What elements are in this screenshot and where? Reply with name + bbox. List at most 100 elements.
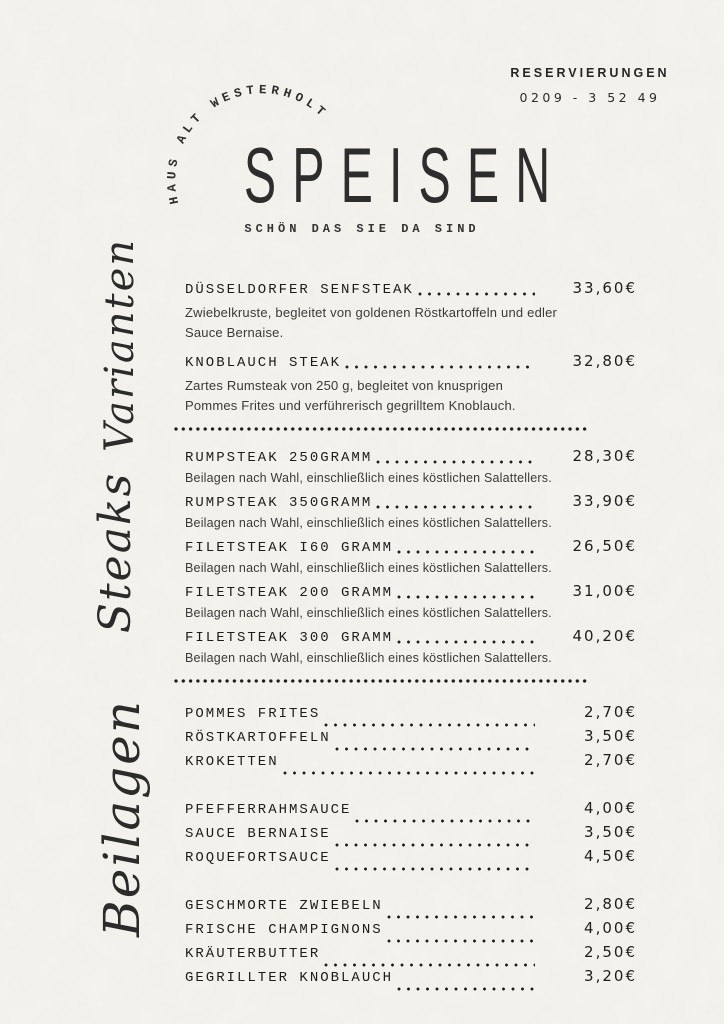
item-price: 4,00€	[584, 799, 637, 817]
dot-leader	[332, 836, 535, 849]
item-name: RÖSTKARTOFFELN	[185, 730, 331, 746]
item-row: RÖSTKARTOFFELN 3,50€	[185, 729, 637, 753]
item-price: 33,60€	[572, 279, 637, 297]
dot-leader	[280, 764, 535, 777]
item-price: 33,90€	[572, 492, 637, 510]
section-beilagen-extras: GESCHMORTE ZWIEBELN 2,80€ FRISCHE CHAMPI…	[185, 897, 637, 993]
item-description: Beilagen nach Wahl, einschließlich eines…	[185, 561, 552, 575]
item-price: 4,00€	[584, 919, 637, 937]
item-name: SAUCE BERNAISE	[185, 826, 331, 842]
item-row: FILETSTEAK 200 GRAMM 31,00€	[185, 584, 637, 601]
item-name: POMMES FRITES	[185, 706, 321, 722]
dot-leader	[322, 956, 535, 969]
item-price: 31,00€	[572, 582, 637, 600]
item-description: Zartes Rumsteak von 250 g, begleitet von…	[185, 378, 516, 413]
item-row: KRÄUTERBUTTER 2,50€	[185, 945, 637, 969]
menu-item: FILETSTEAK I60 GRAMM 26,50€ Beilagen nac…	[185, 539, 637, 577]
item-name: ROQUEFORTSAUCE	[185, 850, 331, 866]
item-row: KROKETTEN 2,70€	[185, 753, 637, 777]
item-name: RUMPSTEAK 350GRAMM	[185, 495, 373, 511]
restaurant-name-arc: HAUS ALT WESTERHOLT	[165, 83, 326, 205]
reservations-phone: 0209 - 3 52 49	[519, 90, 661, 105]
dot-leader	[374, 498, 535, 511]
menu-item: KNOBLAUCH STEAK 32,80€ Zartes Rumsteak v…	[185, 354, 637, 415]
section-beilagen-saucen: PFEFFERRAHMSAUCE 4,00€ SAUCE BERNAISE 3,…	[185, 801, 637, 873]
item-price: 2,70€	[584, 703, 637, 721]
dot-leader	[415, 285, 535, 298]
item-row: PFEFFERRAHMSAUCE 4,00€	[185, 801, 637, 825]
item-price: 40,20€	[572, 627, 637, 645]
item-name: RUMPSTEAK 250GRAMM	[185, 450, 373, 466]
item-row: POMMES FRITES 2,70€	[185, 705, 637, 729]
item-name: FILETSTEAK I60 GRAMM	[185, 540, 394, 556]
item-row: FRISCHE CHAMPIGNONS 4,00€	[185, 921, 637, 945]
item-row: ROQUEFORTSAUCE 4,50€	[185, 849, 637, 873]
item-name: FRISCHE CHAMPIGNONS	[185, 922, 383, 938]
item-price: 26,50€	[572, 537, 637, 555]
item-price: 2,70€	[584, 751, 637, 769]
dot-leader	[332, 740, 535, 753]
item-row: RUMPSTEAK 250GRAMM 28,30€	[185, 449, 637, 466]
section-steaks: RUMPSTEAK 250GRAMM 28,30€ Beilagen nach …	[185, 449, 637, 667]
dot-leader	[343, 358, 535, 371]
dot-leader	[353, 812, 535, 825]
menu-item: RUMPSTEAK 350GRAMM 33,90€ Beilagen nach …	[185, 494, 637, 532]
item-row: GEGRILLTER KNOBLAUCH 3,20€	[185, 969, 637, 993]
item-row: FILETSTEAK 300 GRAMM 40,20€	[185, 629, 637, 646]
item-name: FILETSTEAK 300 GRAMM	[185, 630, 394, 646]
side-label-beilagen-text: Beilagen	[93, 699, 151, 937]
item-name: GESCHMORTE ZWIEBELN	[185, 898, 383, 914]
item-price: 2,50€	[584, 943, 637, 961]
dot-leader	[374, 453, 535, 466]
side-label-varianten-text: Varianten	[97, 237, 143, 453]
dotted-divider	[174, 679, 590, 683]
item-price: 3,50€	[584, 727, 637, 745]
item-name: DÜSSELDORFER SENFSTEAK	[185, 282, 414, 298]
item-row: GESCHMORTE ZWIEBELN 2,80€	[185, 897, 637, 921]
dot-leader	[332, 860, 535, 873]
item-name: KRÄUTERBUTTER	[185, 946, 321, 962]
dot-leader	[395, 633, 535, 646]
menu-column: DÜSSELDORFER SENFSTEAK 33,60€ Zwiebelkru…	[174, 281, 637, 1017]
item-price: 3,50€	[584, 823, 637, 841]
item-name: KNOBLAUCH STEAK	[185, 355, 342, 371]
menu-item: RUMPSTEAK 250GRAMM 28,30€ Beilagen nach …	[185, 449, 637, 487]
reservations-block: RESERVIERUNGEN 0209 - 3 52 49	[510, 66, 670, 105]
item-description: Zwiebelkruste, begleitet von goldenen Rö…	[185, 305, 558, 340]
item-row: RUMPSTEAK 350GRAMM 33,90€	[185, 494, 637, 511]
dotted-divider	[174, 427, 590, 431]
dot-leader	[395, 543, 535, 556]
item-price: 32,80€	[572, 352, 637, 370]
item-row: SAUCE BERNAISE 3,50€	[185, 825, 637, 849]
item-description: Beilagen nach Wahl, einschließlich eines…	[185, 516, 552, 530]
dot-leader	[395, 980, 535, 993]
page-title: SPEISEN	[243, 131, 567, 219]
item-name: GEGRILLTER KNOBLAUCH	[185, 970, 394, 986]
item-price: 2,80€	[584, 895, 637, 913]
item-price: 28,30€	[572, 447, 637, 465]
dot-leader	[384, 908, 535, 921]
tagline: SCHÖN DAS SIE DA SIND	[244, 222, 480, 236]
item-description: Beilagen nach Wahl, einschließlich eines…	[185, 471, 552, 485]
item-price: 4,50€	[584, 847, 637, 865]
side-label-steaks-text: Steaks	[90, 471, 142, 633]
item-row: DÜSSELDORFER SENFSTEAK 33,60€	[185, 281, 637, 298]
reservations-label: RESERVIERUNGEN	[510, 66, 670, 80]
item-name: FILETSTEAK 200 GRAMM	[185, 585, 394, 601]
item-name: PFEFFERRAHMSAUCE	[185, 802, 352, 818]
section-varianten: DÜSSELDORFER SENFSTEAK 33,60€ Zwiebelkru…	[185, 281, 637, 415]
item-price: 3,20€	[584, 967, 637, 985]
item-description: Beilagen nach Wahl, einschließlich eines…	[185, 606, 552, 620]
item-row: FILETSTEAK I60 GRAMM 26,50€	[185, 539, 637, 556]
dot-leader	[384, 932, 535, 945]
item-description: Beilagen nach Wahl, einschließlich eines…	[185, 651, 552, 665]
menu-item: DÜSSELDORFER SENFSTEAK 33,60€ Zwiebelkru…	[185, 281, 637, 342]
dot-leader	[322, 716, 535, 729]
menu-item: FILETSTEAK 200 GRAMM 31,00€ Beilagen nac…	[185, 584, 637, 622]
section-beilagen-sides: POMMES FRITES 2,70€ RÖSTKARTOFFELN 3,50€…	[185, 705, 637, 777]
item-row: KNOBLAUCH STEAK 32,80€	[185, 354, 637, 371]
item-name: KROKETTEN	[185, 754, 279, 770]
dot-leader	[395, 588, 535, 601]
menu-item: FILETSTEAK 300 GRAMM 40,20€ Beilagen nac…	[185, 629, 637, 667]
